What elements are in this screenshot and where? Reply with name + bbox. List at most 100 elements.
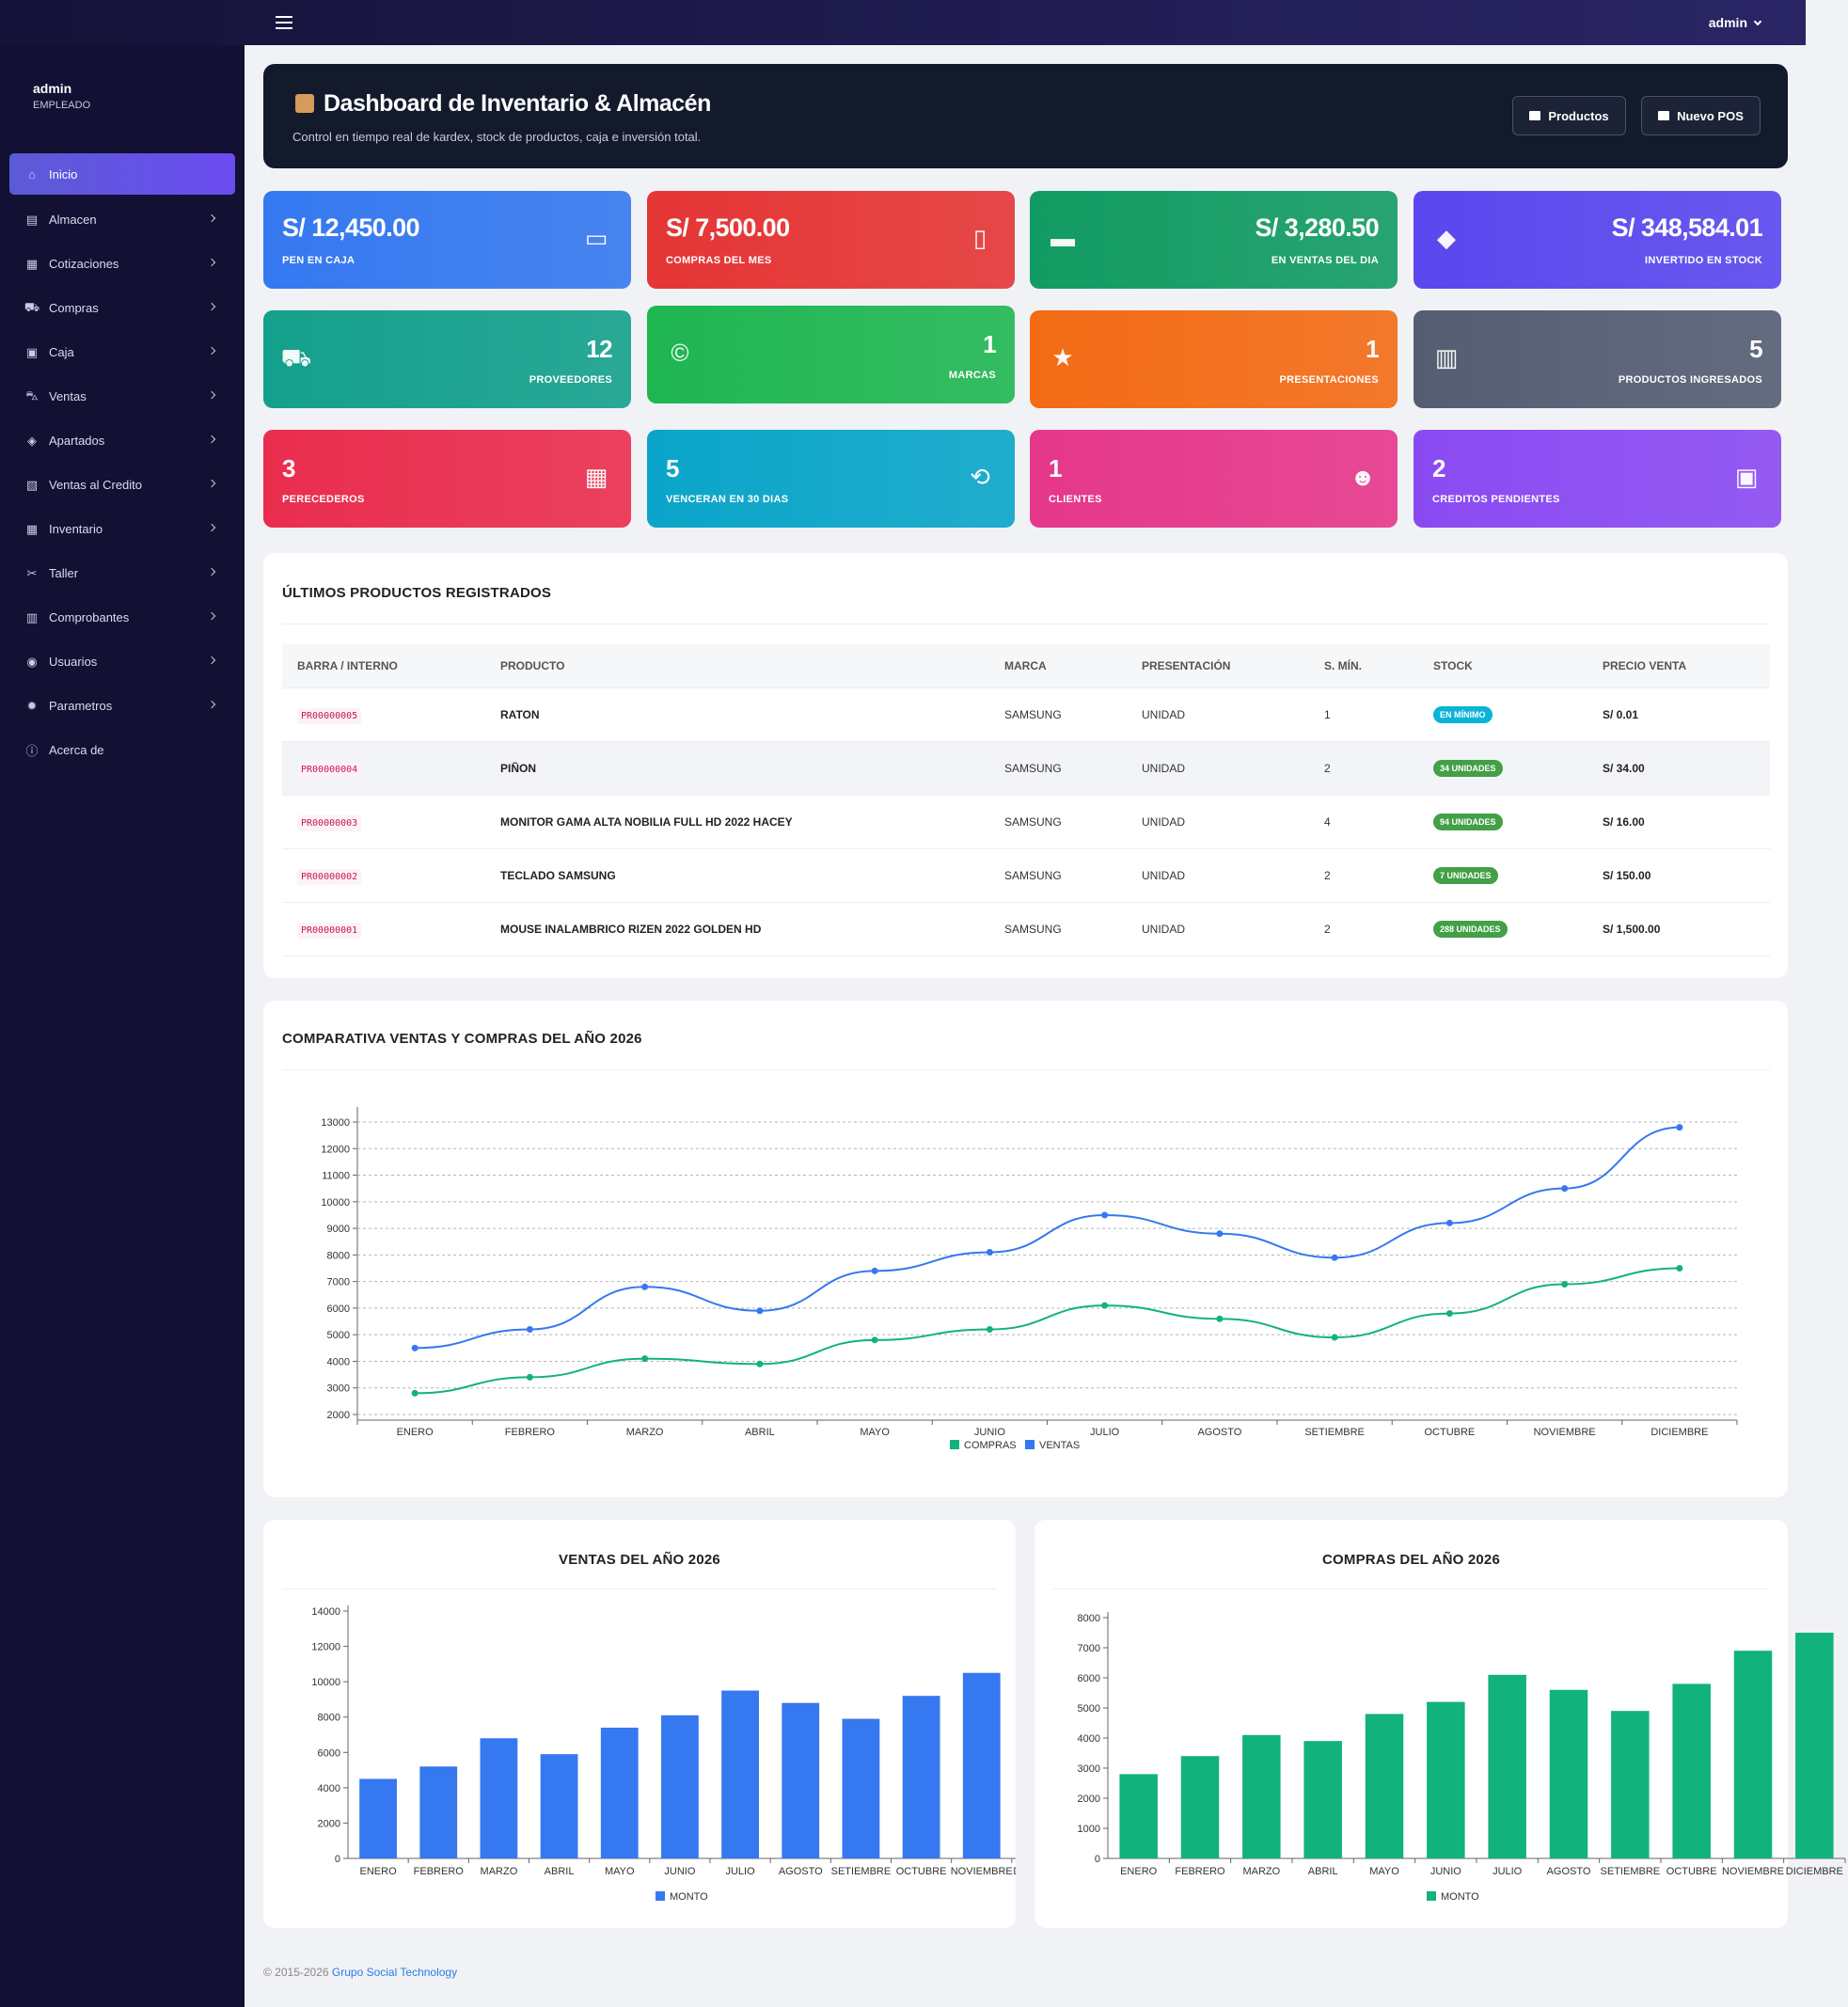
column-header[interactable]: PRODUCTO xyxy=(485,644,989,688)
table-row[interactable]: PR00000005 RATON SAMSUNG UNIDAD 1 EN MÍNIMO S/… xyxy=(282,687,1770,742)
x-tick-label: ABRIL xyxy=(545,1866,575,1877)
cell-presentation: UNIDAD xyxy=(1127,848,1309,903)
data-point xyxy=(1561,1280,1569,1288)
chevron-right-icon xyxy=(207,656,216,665)
sidebar-item-label: Acerca de xyxy=(49,743,104,757)
bar xyxy=(782,1702,820,1858)
y-tick-label: 7000 xyxy=(1078,1643,1100,1654)
products-button[interactable]: Productos xyxy=(1512,96,1626,135)
credit-icon: ▧ xyxy=(25,477,39,492)
sidebar-item-label: Usuarios xyxy=(49,655,98,669)
column-header[interactable]: MARCA xyxy=(989,644,1127,688)
dashboard-header: Dashboard de Inventario & Almacén Contro… xyxy=(263,64,1788,168)
sidebar-item-cotizaciones[interactable]: ▦ Cotizaciones xyxy=(0,242,245,286)
sidebar-item-almacen[interactable]: ▤ Almacen xyxy=(0,198,245,242)
sidebar-item-comprobantes[interactable]: ▥ Comprobantes xyxy=(0,595,245,640)
sidebar-item-apartados[interactable]: ◈ Apartados xyxy=(0,419,245,463)
product-price: S/ 150.00 xyxy=(1603,868,1651,882)
legend-label: COMPRAS xyxy=(964,1440,1017,1451)
purchases-chart-card: COMPRAS DEL AÑO 2026 0 1000 2000 3000 4000 50… xyxy=(1035,1520,1846,1928)
column-header[interactable]: S. MÍN. xyxy=(1309,644,1418,688)
sidebar-item-taller[interactable]: ✂ Taller xyxy=(0,551,245,595)
y-tick-label: 9000 xyxy=(327,1224,350,1235)
sidebar-item-label: Inicio xyxy=(49,166,78,182)
stock-badge: EN MÍNIMO xyxy=(1433,705,1493,723)
tag-icon: ◈ xyxy=(27,433,37,448)
bar xyxy=(1119,1774,1158,1858)
cell-presentation: UNIDAD xyxy=(1127,795,1309,849)
column-header[interactable]: BARRA / INTERNO xyxy=(282,644,485,688)
legend-label: VENTAS xyxy=(1039,1440,1080,1451)
stat-label: INVERTIDO EN STOCK xyxy=(1645,255,1762,266)
menu-toggle-icon[interactable] xyxy=(276,16,292,29)
stat-card-proveedores: 12 PROVEEDORES ⛟ xyxy=(263,310,631,408)
column-header[interactable]: PRESENTACIÓN xyxy=(1127,644,1309,688)
cell-brand: SAMSUNG xyxy=(989,687,1127,742)
sidebar-item-inicio[interactable]: ⌂ Inicio xyxy=(9,153,235,195)
new-pos-button[interactable]: Nuevo POS xyxy=(1641,96,1761,135)
product-name: RATON xyxy=(500,707,540,721)
products-button-label: Productos xyxy=(1548,108,1609,123)
cell-min-stock: 4 xyxy=(1309,795,1418,849)
x-tick-label: SETIEMBRE xyxy=(831,1866,892,1877)
bar xyxy=(1180,1756,1220,1858)
x-tick-label: DICIEMBRE xyxy=(1013,1866,1016,1877)
tag-icon: ◆ xyxy=(1437,224,1456,252)
product-code: PR00000003 xyxy=(297,814,362,831)
gear-icon: ✹ xyxy=(26,698,38,713)
user-menu[interactable]: admin xyxy=(1709,15,1762,30)
x-tick-label: JULIO xyxy=(1493,1866,1523,1877)
stock-badge: 34 UNIDADES xyxy=(1433,759,1503,777)
sidebar-item-parametros[interactable]: ✹ Parametros xyxy=(0,684,245,728)
stat-label: PEN EN CAJA xyxy=(282,255,355,266)
sidebar-item-caja[interactable]: ▣ Caja xyxy=(0,330,245,374)
cell-price: S/ 1,500.00 xyxy=(1587,902,1770,956)
sidebar-item-compras[interactable]: ⛟ Compras xyxy=(0,286,245,330)
cell-min-stock: 2 xyxy=(1309,741,1418,796)
legend-swatch xyxy=(655,1891,665,1901)
cards-icon: ★ xyxy=(1051,343,1074,371)
sidebar-item-usuarios[interactable]: ◉ Usuarios xyxy=(0,640,245,684)
data-point xyxy=(756,1360,764,1367)
column-header[interactable]: PRECIO VENTA xyxy=(1587,644,1770,688)
product-name: MONITOR GAMA ALTA NOBILIA FULL HD 2022 H… xyxy=(500,814,793,829)
data-point xyxy=(526,1326,533,1334)
home-icon: ⌂ xyxy=(28,166,36,182)
x-tick-label: MARZO xyxy=(1242,1866,1280,1877)
legend-swatch xyxy=(1025,1440,1035,1449)
table-row[interactable]: PR00000002 TECLADO SAMSUNG SAMSUNG UNIDAD 2 7… xyxy=(282,848,1770,903)
x-tick-label: SETIEMBRE xyxy=(1304,1427,1365,1438)
data-point xyxy=(1676,1124,1683,1131)
y-tick-label: 0 xyxy=(335,1854,340,1865)
sidebar-item-ventas-al-credito[interactable]: ▧ Ventas al Credito xyxy=(0,463,245,507)
group-icon: ☻ xyxy=(1350,463,1376,491)
cell-stock: 7 UNIDADES xyxy=(1418,848,1587,903)
purchases-bar-chart: 0 1000 2000 3000 4000 5000 6000 7000 8000 ENERO FE… xyxy=(1078,1612,1846,1903)
x-tick-label: FEBRERO xyxy=(1175,1866,1225,1877)
table-row[interactable]: PR00000001 MOUSE INALAMBRICO RIZEN 2022 G… xyxy=(282,902,1770,956)
wallet-icon: ▣ xyxy=(1734,463,1759,491)
y-tick-label: 6000 xyxy=(327,1304,350,1315)
package-icon xyxy=(295,94,314,113)
x-tick-label: MAYO xyxy=(605,1866,635,1877)
sidebar-item-label: Caja xyxy=(49,345,74,359)
sidebar-item-acerca-de[interactable]: ⓘ Acerca de xyxy=(0,728,245,772)
stock-badge: 7 UNIDADES xyxy=(1433,866,1498,884)
sidebar-item-label: Apartados xyxy=(49,434,105,448)
product-code: PR00000004 xyxy=(297,761,362,778)
data-point xyxy=(1676,1265,1683,1272)
data-point xyxy=(1216,1230,1224,1238)
sales-chart-card: VENTAS DEL AÑO 2026 0 2000 4000 6000 8000 100… xyxy=(263,1520,1016,1928)
footer-link[interactable]: Grupo Social Technology xyxy=(331,1966,458,1979)
sidebar-item-ventas[interactable]: ⛍ Ventas xyxy=(0,374,245,419)
stat-value: 12 xyxy=(586,335,612,363)
sidebar-item-inventario[interactable]: ▦ Inventario xyxy=(0,507,245,551)
y-tick-label: 5000 xyxy=(327,1330,350,1341)
y-tick-label: 10000 xyxy=(311,1677,340,1688)
table-row[interactable]: PR00000003 MONITOR GAMA ALTA NOBILIA FULL… xyxy=(282,795,1770,849)
table-row[interactable]: PR00000004 PIÑON SAMSUNG UNIDAD 2 34 UNIDADES… xyxy=(282,741,1770,796)
stat-value: S/ 348,584.01 xyxy=(1611,213,1763,242)
y-tick-label: 13000 xyxy=(321,1117,350,1129)
stat-value: 1 xyxy=(1049,454,1062,482)
column-header[interactable]: STOCK xyxy=(1418,644,1587,688)
